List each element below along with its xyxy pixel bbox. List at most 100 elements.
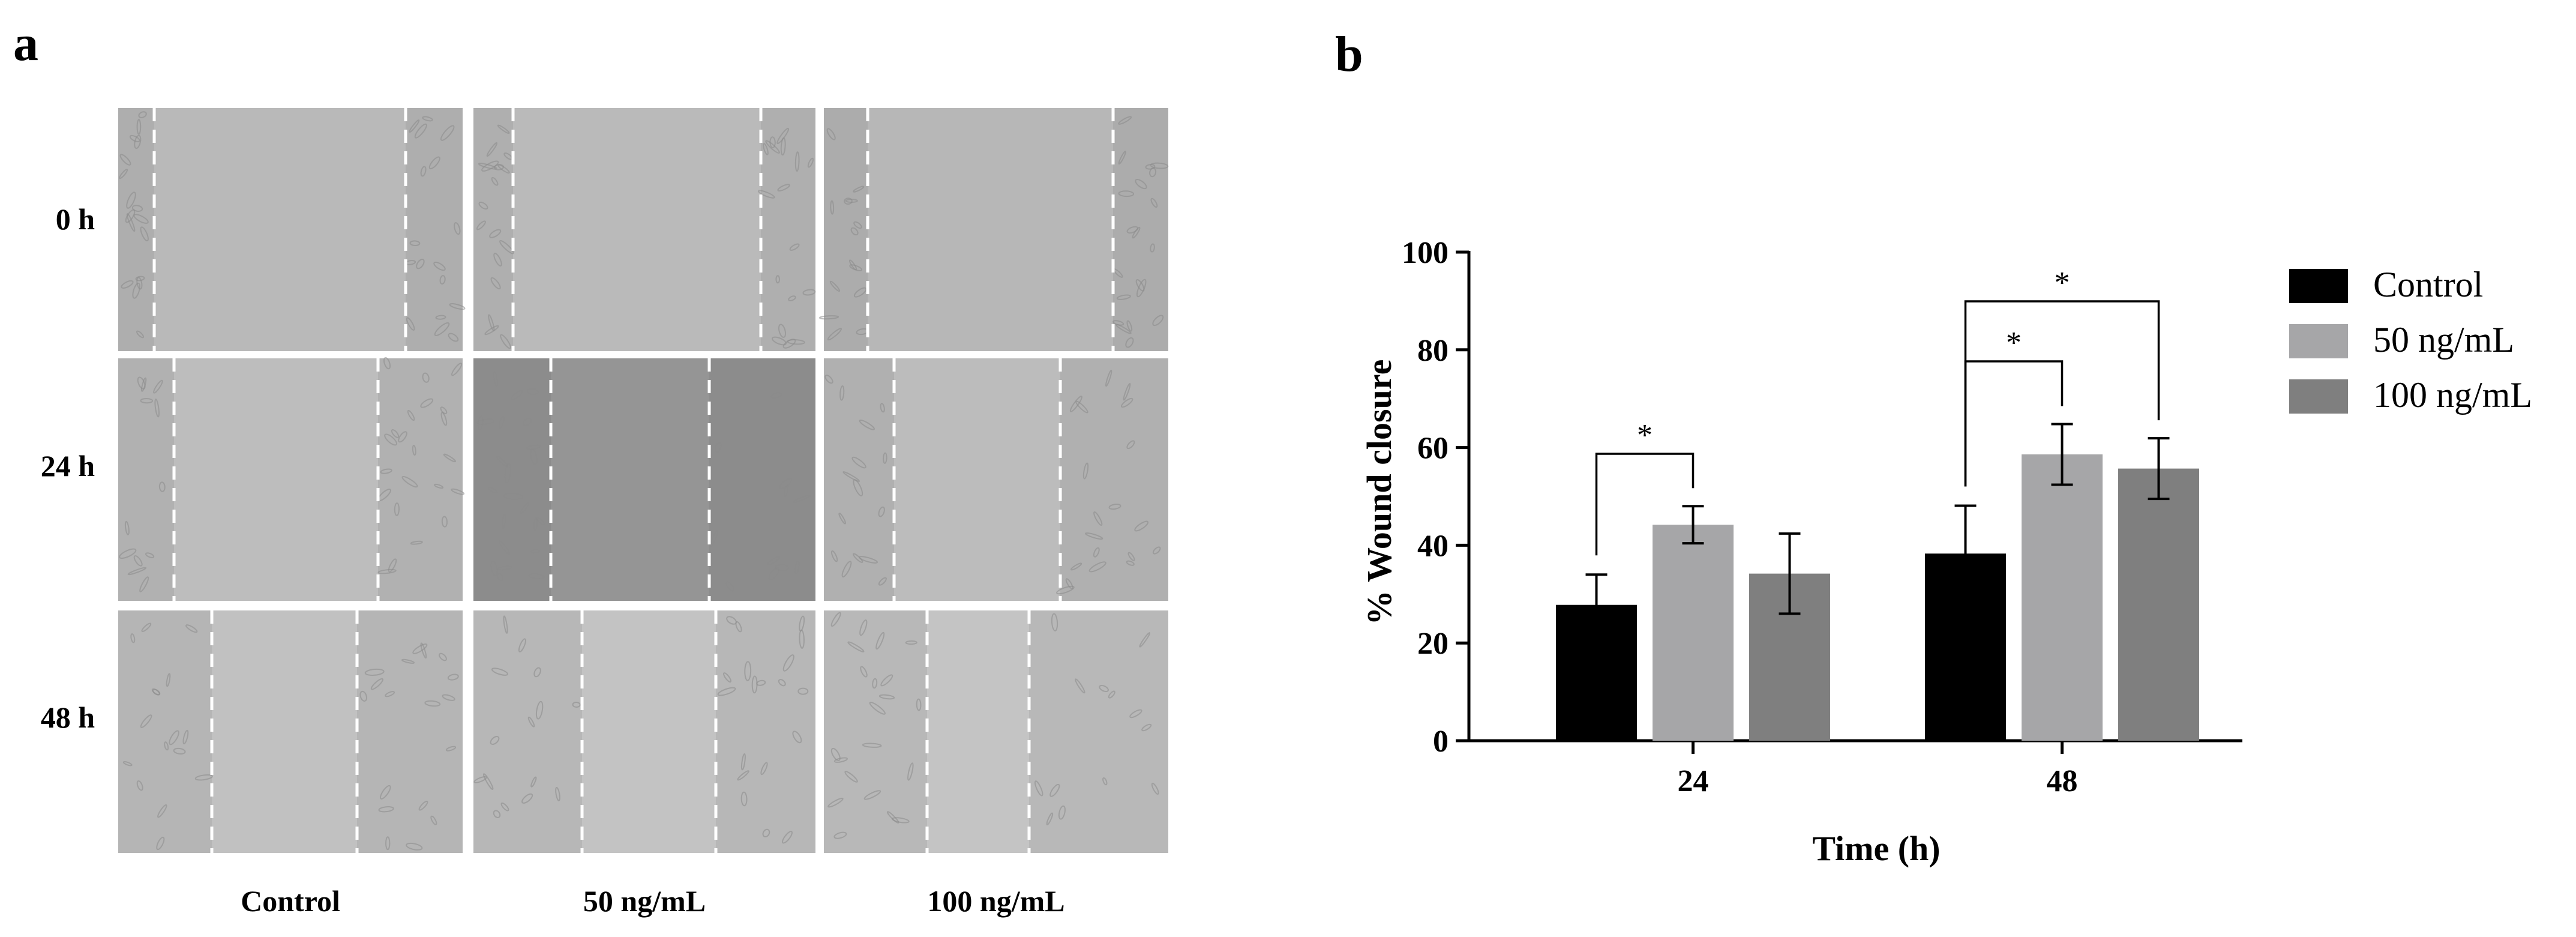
- cell-speck: [765, 140, 780, 154]
- cell-speck: [420, 398, 434, 408]
- micrograph-image: [824, 108, 1168, 351]
- cell-speck: [862, 743, 882, 748]
- cell-speck: [533, 667, 541, 678]
- cell-speck: [1120, 397, 1133, 408]
- cell-speck: [385, 836, 391, 851]
- cell-speck: [124, 520, 130, 535]
- cell-speck: [139, 576, 149, 592]
- cell-speck: [1058, 805, 1066, 820]
- cell-layer-left: [824, 358, 894, 601]
- cell-speck: [1099, 684, 1109, 693]
- cell-speck: [1150, 162, 1169, 169]
- cell-speck: [1051, 613, 1058, 631]
- cell-speck: [859, 619, 868, 636]
- cell-speck: [841, 561, 852, 577]
- legend-label: 50 ng/mL: [2373, 320, 2514, 360]
- cell-speck: [122, 761, 133, 767]
- cell-speck: [394, 502, 400, 516]
- cell-speck: [776, 127, 790, 145]
- cell-speck: [439, 652, 447, 661]
- bracket-line: [1595, 453, 1695, 556]
- cell-speck: [145, 552, 155, 558]
- cell-speck: [824, 375, 833, 384]
- cell-speck: [433, 261, 446, 271]
- cell-speck: [789, 243, 800, 251]
- cell-speck: [1123, 382, 1131, 401]
- cell-speck: [383, 357, 391, 370]
- legend-label: 100 ng/mL: [2373, 375, 2532, 415]
- cell-speck: [853, 185, 865, 193]
- cell-speck: [478, 163, 497, 170]
- cell-speck: [777, 184, 790, 191]
- cell-speck: [491, 667, 508, 676]
- cell-speck: [779, 478, 793, 489]
- panel-b-label: b: [1335, 26, 1363, 82]
- cell-speck: [875, 631, 885, 650]
- cell-speck: [782, 831, 793, 844]
- cell-speck: [853, 287, 867, 298]
- cell-speck: [535, 700, 544, 720]
- cell-speck: [194, 774, 213, 781]
- cell-speck: [1118, 151, 1126, 165]
- cell-speck: [1102, 777, 1108, 786]
- cell-speck: [141, 622, 152, 632]
- significance-bracket: *: [1595, 418, 1695, 556]
- cell-speck: [504, 463, 511, 484]
- cell-speck: [1118, 190, 1135, 197]
- cell-speck: [797, 687, 809, 695]
- cell-speck: [158, 481, 166, 492]
- cell-speck: [1049, 783, 1060, 797]
- cell-speck: [717, 687, 736, 696]
- legend-swatch: [2289, 269, 2348, 303]
- cell-speck: [440, 125, 455, 141]
- cell-speck: [491, 176, 499, 186]
- cell-speck: [166, 673, 171, 687]
- cell-speck: [1088, 561, 1106, 573]
- cell-speck: [121, 280, 134, 289]
- cell-speck: [418, 800, 428, 811]
- cell-speck: [380, 468, 392, 474]
- cell-speck: [473, 776, 487, 783]
- cell-speck: [364, 668, 385, 676]
- cell-speck: [449, 303, 466, 310]
- cell-speck: [1129, 709, 1142, 719]
- cell-speck: [401, 658, 415, 664]
- cell-speck: [883, 452, 887, 464]
- cell-speck: [503, 615, 508, 634]
- significance-star: *: [2006, 326, 2022, 360]
- cell-layer-left: [824, 108, 868, 351]
- cell-speck: [494, 164, 504, 170]
- cell-speck: [409, 119, 420, 133]
- significance-star: *: [1637, 418, 1653, 453]
- cell-speck: [788, 295, 796, 301]
- cell-speck: [476, 418, 495, 426]
- cell-speck: [140, 377, 147, 392]
- cell-speck: [799, 629, 805, 649]
- cell-speck: [422, 372, 430, 383]
- cell-layer-right: [378, 358, 463, 601]
- cell-layer-left: [473, 358, 551, 601]
- cell-speck: [1108, 690, 1115, 699]
- cell-speck: [526, 444, 541, 450]
- cell-speck: [756, 679, 766, 686]
- cell-speck: [126, 213, 136, 232]
- cell-speck: [1082, 462, 1089, 480]
- cell-speck: [398, 431, 407, 443]
- cell-speck: [377, 568, 397, 574]
- cell-speck: [496, 456, 509, 468]
- micrograph-image: [824, 358, 1168, 601]
- cell-speck: [740, 753, 746, 771]
- cell-speck: [859, 419, 875, 430]
- cell-speck: [434, 322, 450, 336]
- cell-speck: [907, 762, 914, 781]
- cell-speck: [488, 314, 495, 331]
- cell-speck: [445, 746, 457, 752]
- cell-speck: [185, 624, 198, 633]
- cell-speck: [157, 804, 167, 818]
- cell-speck: [407, 409, 415, 421]
- cell-speck: [401, 475, 418, 488]
- cell-layer-left: [118, 108, 154, 351]
- cell-speck: [484, 325, 499, 336]
- cell-speck: [384, 433, 398, 446]
